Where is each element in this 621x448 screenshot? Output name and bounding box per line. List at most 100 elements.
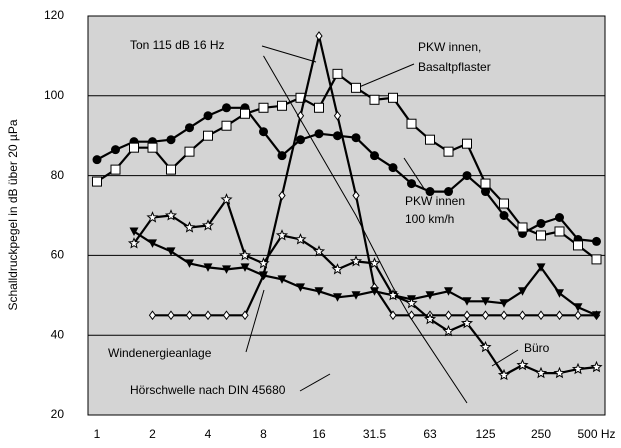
marker — [167, 310, 175, 321]
y-tick-label: 20 — [51, 407, 65, 421]
marker — [573, 303, 583, 312]
marker — [423, 312, 437, 325]
marker — [333, 110, 342, 121]
marker — [201, 219, 215, 231]
marker — [110, 164, 121, 175]
grid — [88, 15, 605, 416]
series-annotation: PKW innen — [405, 194, 465, 208]
marker — [111, 145, 120, 155]
marker — [183, 221, 196, 233]
x-tick-label: 4 — [205, 427, 212, 441]
marker — [241, 310, 249, 321]
leader-line — [403, 157, 426, 191]
y-tick-label: 120 — [44, 8, 64, 22]
series-line — [96, 106, 597, 243]
leader-line — [245, 289, 265, 353]
series-annotation: Büro — [524, 341, 550, 355]
marker — [203, 130, 213, 141]
series-annotation: PKW innen, — [418, 40, 481, 54]
leader-line — [261, 45, 317, 63]
series-line — [133, 230, 597, 317]
marker — [405, 296, 418, 309]
marker — [388, 163, 398, 173]
marker — [92, 155, 102, 165]
marker — [185, 123, 194, 133]
marker — [296, 135, 305, 145]
marker — [166, 247, 176, 256]
marker — [275, 229, 289, 241]
marker — [517, 222, 528, 233]
marker — [536, 218, 546, 228]
marker — [500, 310, 508, 321]
x-tick-label: 31.5 — [363, 427, 387, 441]
marker — [389, 310, 397, 321]
y-tick-label: 40 — [51, 327, 65, 341]
marker — [499, 211, 509, 220]
y-tick-label: 60 — [51, 248, 65, 262]
x-tick-label: 2 — [149, 427, 156, 441]
marker — [351, 291, 361, 300]
marker — [516, 358, 529, 371]
marker — [481, 310, 490, 321]
marker — [222, 265, 231, 274]
marker — [129, 227, 139, 236]
marker — [259, 271, 268, 280]
marker — [238, 249, 252, 261]
y-tick-label: 100 — [44, 88, 64, 102]
marker — [259, 127, 268, 137]
marker — [444, 187, 453, 197]
marker — [127, 237, 141, 249]
marker — [534, 366, 548, 379]
marker — [370, 151, 379, 161]
marker — [571, 362, 585, 375]
marker — [277, 275, 287, 284]
marker — [555, 212, 564, 222]
marker — [349, 255, 363, 267]
marker — [479, 340, 492, 353]
marker — [203, 111, 213, 121]
x-tick-label: 250 — [531, 427, 551, 441]
marker — [220, 193, 233, 205]
marker — [129, 142, 139, 153]
marker — [222, 310, 231, 321]
marker — [573, 240, 583, 251]
marker — [462, 171, 472, 181]
marker — [406, 118, 417, 129]
marker — [537, 310, 545, 321]
marker — [92, 176, 102, 187]
marker — [592, 311, 601, 320]
marker — [294, 233, 307, 245]
marker — [497, 368, 511, 381]
marker — [370, 287, 379, 296]
marker — [314, 102, 324, 113]
x-tick-label: 1 — [94, 427, 101, 441]
marker — [147, 142, 158, 153]
marker — [185, 310, 194, 321]
series-line — [133, 198, 597, 377]
marker — [425, 291, 435, 300]
marker — [407, 179, 416, 189]
marker — [221, 120, 232, 131]
marker — [499, 198, 509, 209]
marker — [240, 263, 250, 272]
marker — [166, 135, 176, 145]
marker — [592, 236, 601, 246]
marker — [351, 82, 361, 93]
marker — [553, 366, 566, 379]
marker — [222, 103, 231, 113]
marker — [332, 68, 343, 79]
marker — [518, 287, 527, 296]
marker — [257, 257, 270, 269]
marker — [277, 151, 287, 161]
x-tick-label: 63 — [423, 427, 437, 441]
marker — [480, 178, 491, 189]
series-line — [263, 55, 468, 404]
marker — [278, 190, 286, 201]
marker — [146, 211, 159, 223]
marker — [425, 134, 435, 145]
y-tick-label: 80 — [51, 168, 65, 182]
marker — [444, 310, 453, 321]
marker — [590, 360, 603, 373]
marker — [258, 102, 269, 113]
